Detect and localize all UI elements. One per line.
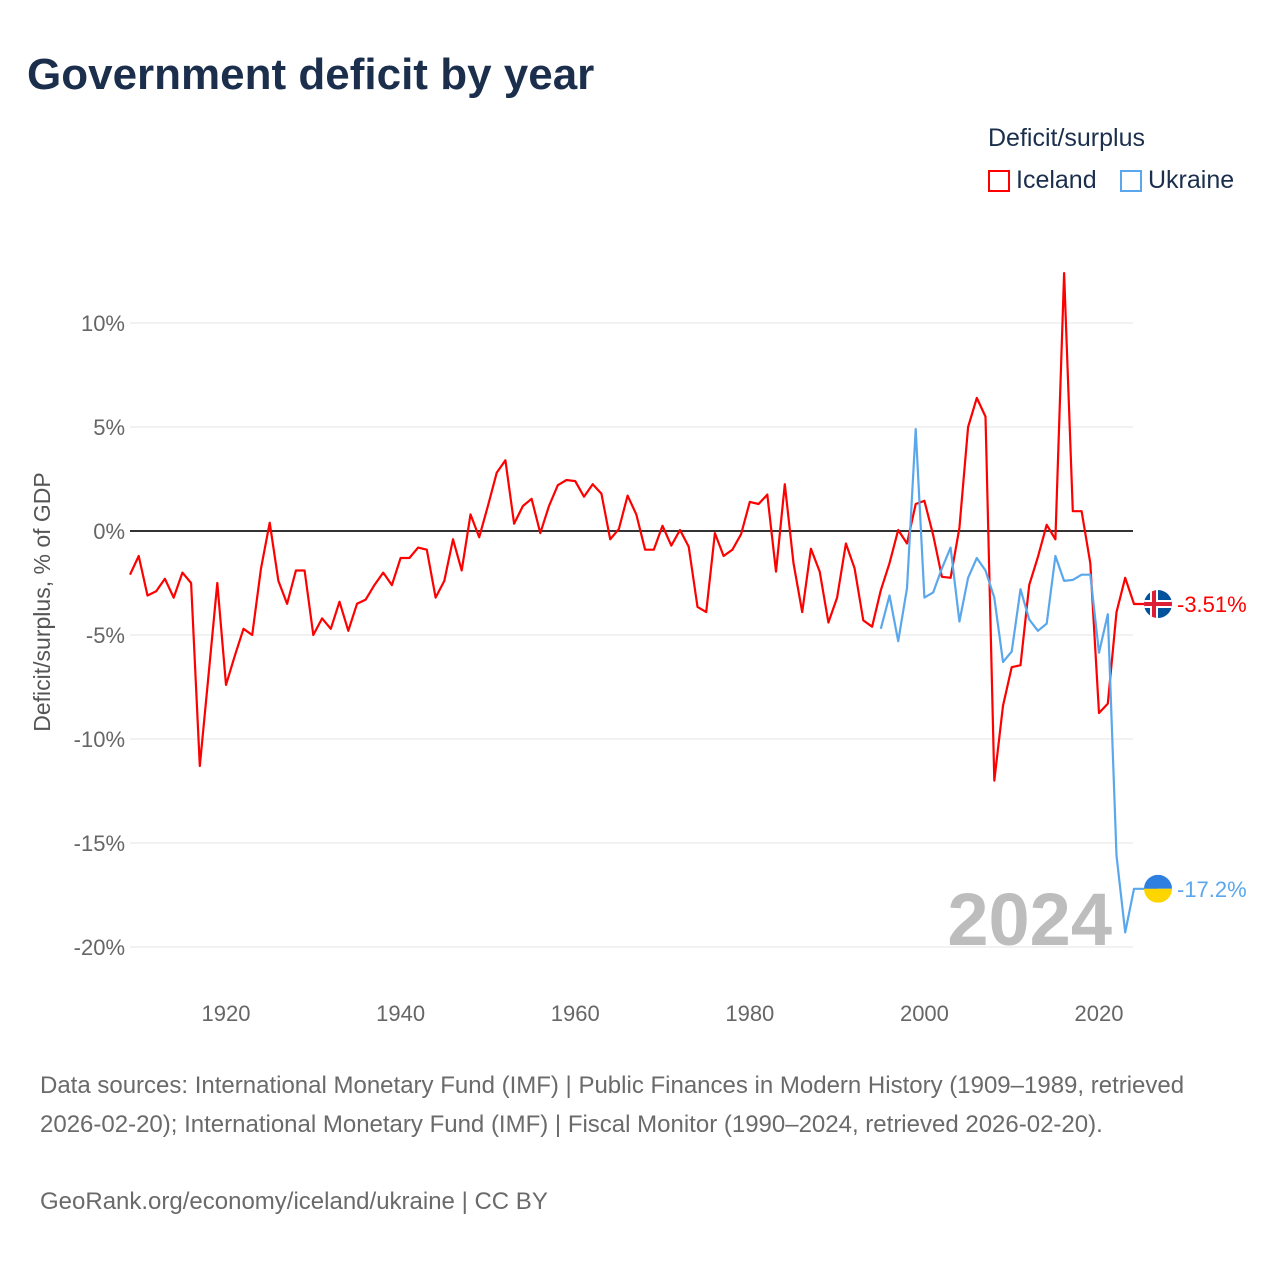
- legend-item-iceland[interactable]: Iceland: [988, 166, 1097, 195]
- legend-title: Deficit/surplus: [988, 124, 1145, 152]
- chart-title: Government deficit by year: [27, 50, 595, 99]
- iceland-flag-icon: [1144, 590, 1172, 619]
- credit-link[interactable]: GeoRank.org/economy/iceland/ukraine | CC…: [40, 1188, 548, 1215]
- y-axis-label: Deficit/surplus, % of GDP: [29, 472, 55, 731]
- y-tick-label: -10%: [74, 727, 125, 752]
- legend-swatch-iceland: [988, 169, 1010, 192]
- x-tick-label: 2000: [900, 1001, 949, 1026]
- end-value-label-ukraine: -17.2%: [1177, 877, 1247, 902]
- data-sources: Data sources: International Monetary Fun…: [40, 1072, 1185, 1138]
- ukraine-flag-icon: [1144, 874, 1172, 903]
- x-tick-label: 1920: [202, 1001, 251, 1026]
- series-line-ukraine: [879, 428, 1158, 934]
- legend-swatch-ukraine: [1120, 169, 1142, 192]
- x-tick-label: 1980: [725, 1001, 774, 1026]
- y-tick-label: 5%: [93, 415, 125, 440]
- y-tick-label: -15%: [74, 831, 125, 856]
- end-value-label-iceland: -3.51%: [1177, 592, 1247, 617]
- x-tick-label: 1960: [551, 1001, 600, 1026]
- chart-plot: 10% 5% 0% -5% -10% -15% -20% 1920 1940 1960 1980 20…: [29, 272, 1247, 1026]
- y-tick-label: 10%: [81, 311, 125, 336]
- series-line-iceland: [129, 272, 1158, 782]
- y-tick-label: 0%: [93, 519, 125, 544]
- x-tick-label: 1940: [376, 1001, 425, 1026]
- legend-label: Iceland: [1016, 166, 1097, 194]
- x-tick-label: 2020: [1075, 1001, 1124, 1026]
- legend-item-ukraine[interactable]: Ukraine: [1120, 166, 1234, 195]
- year-watermark: 2024: [947, 878, 1112, 961]
- y-tick-label: -5%: [86, 623, 125, 648]
- legend-label: Ukraine: [1148, 166, 1235, 194]
- y-tick-label: -20%: [74, 935, 125, 960]
